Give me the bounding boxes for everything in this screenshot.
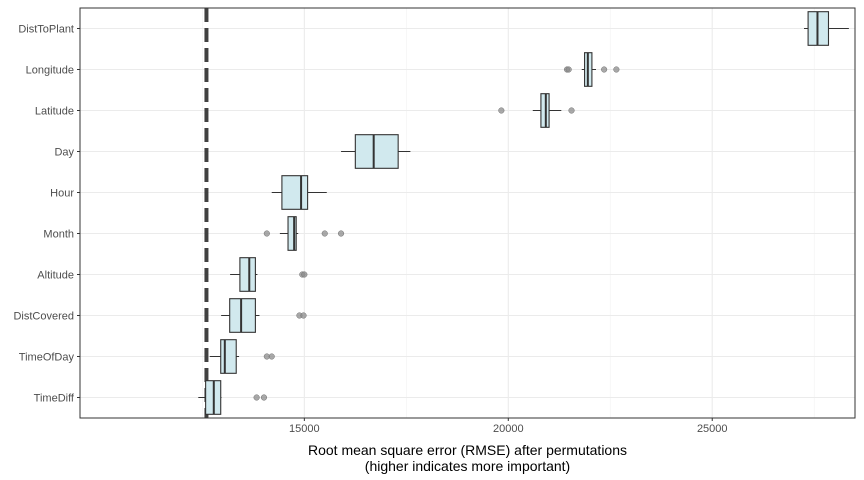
y-tick-label: DistCovered	[13, 311, 74, 323]
x-tick-label: 15000	[289, 423, 320, 435]
box-day	[341, 134, 411, 169]
panel-border	[79, 7, 856, 419]
box-hour	[271, 175, 327, 210]
box-distcovered	[221, 298, 307, 333]
outlier-point	[565, 66, 572, 73]
iqr-box	[354, 134, 399, 169]
boxes-layer	[198, 11, 849, 415]
outlier-point	[300, 312, 307, 319]
box-longitude	[563, 52, 620, 87]
x-tick-label: 25000	[697, 423, 728, 435]
y-tick-label: TimeDiff	[34, 393, 75, 405]
y-tick-label: Longitude	[26, 65, 74, 77]
box-disttoplant	[804, 11, 849, 46]
outlier-point	[268, 353, 275, 360]
y-axis: DistToPlant Longitude Latitude Day Hour Month…	[13, 24, 80, 405]
box-timediff	[198, 380, 268, 415]
outlier-point	[263, 230, 270, 237]
iqr-box	[287, 216, 297, 251]
iqr-box	[239, 257, 256, 292]
outlier-point	[253, 394, 260, 401]
iqr-box	[220, 339, 237, 374]
y-tick-label: Latitude	[35, 106, 74, 118]
box-latitude	[498, 93, 575, 128]
outlier-point	[568, 107, 575, 114]
y-tick-label: Month	[43, 229, 74, 241]
outlier-point	[498, 107, 505, 114]
x-axis-title-line1: Root mean square error (RMSE) after perm…	[308, 442, 627, 458]
outlier-point	[613, 66, 620, 73]
box-month	[263, 216, 345, 251]
x-tick-label: 20000	[493, 423, 524, 435]
outlier-point	[321, 230, 328, 237]
iqr-box	[281, 175, 309, 210]
y-tick-label: Hour	[50, 188, 74, 200]
y-tick-label: Day	[54, 147, 74, 159]
x-axis-title-line2: (higher indicates more important)	[365, 458, 570, 474]
x-axis: 15000 20000 25000	[289, 418, 728, 435]
outlier-point	[601, 66, 608, 73]
outlier-point	[301, 271, 308, 278]
outlier-point	[338, 230, 345, 237]
y-tick-label: DistToPlant	[18, 24, 74, 36]
y-tick-label: Altitude	[37, 270, 74, 282]
iqr-box	[229, 298, 256, 333]
box-altitude	[230, 257, 308, 292]
outlier-point	[260, 394, 268, 401]
box-timeofday	[209, 339, 275, 374]
grid-lines	[80, 8, 855, 418]
y-tick-label: TimeOfDay	[19, 352, 75, 364]
